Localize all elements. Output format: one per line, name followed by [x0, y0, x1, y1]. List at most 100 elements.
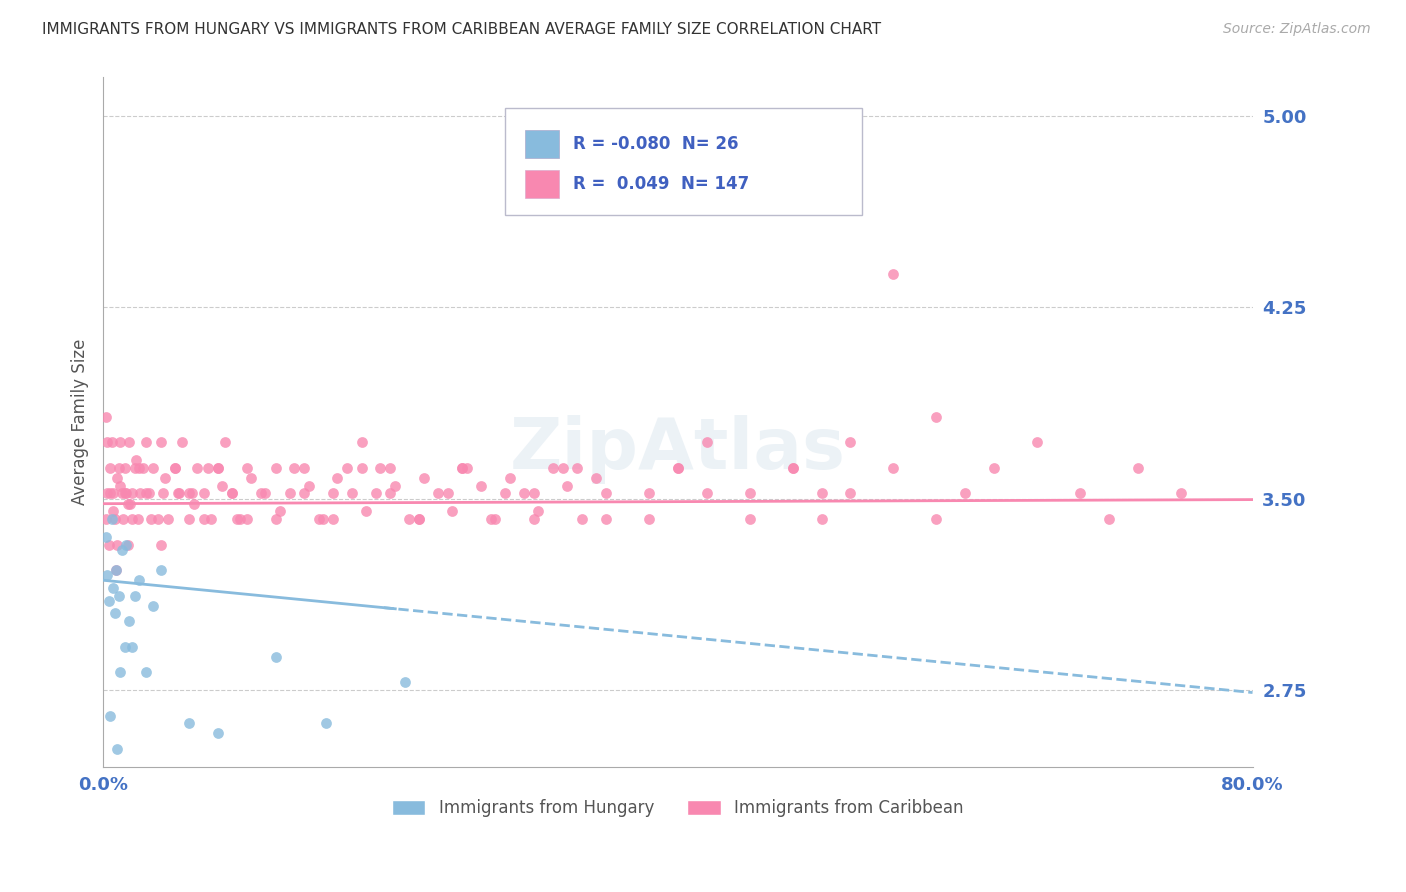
- Point: [696, 486, 718, 500]
- Point: [127, 512, 149, 526]
- Point: [250, 486, 273, 500]
- Point: [312, 512, 335, 526]
- Text: ZipAtlas: ZipAtlas: [510, 415, 846, 484]
- Point: [638, 512, 661, 526]
- Point: [350, 461, 373, 475]
- Point: [380, 461, 402, 475]
- Point: [839, 486, 862, 500]
- Point: [139, 512, 162, 526]
- Point: [221, 486, 243, 500]
- Point: [221, 486, 243, 500]
- Point: [236, 512, 259, 526]
- Point: [437, 486, 460, 500]
- Point: [326, 471, 349, 485]
- Point: [103, 486, 125, 500]
- Point: [254, 486, 277, 500]
- Point: [193, 486, 215, 500]
- Point: [354, 504, 377, 518]
- Point: [398, 512, 420, 526]
- Point: [110, 435, 132, 450]
- Point: [555, 479, 578, 493]
- Point: [135, 486, 157, 500]
- Point: [129, 486, 152, 500]
- Point: [479, 512, 502, 526]
- Point: [163, 461, 186, 475]
- Point: [96, 435, 118, 450]
- Point: [200, 512, 222, 526]
- Point: [112, 512, 135, 526]
- Point: [541, 461, 564, 475]
- Point: [225, 512, 247, 526]
- Point: [100, 512, 122, 526]
- Point: [107, 471, 129, 485]
- Point: [142, 599, 165, 613]
- Point: [117, 497, 139, 511]
- Point: [638, 486, 661, 500]
- Point: [315, 716, 337, 731]
- Point: [94, 512, 117, 526]
- Point: [451, 461, 474, 475]
- Point: [115, 486, 138, 500]
- Point: [782, 461, 804, 475]
- Point: [207, 726, 229, 740]
- Point: [322, 512, 344, 526]
- Point: [117, 537, 139, 551]
- Point: [925, 512, 948, 526]
- Text: R =  0.049  N= 147: R = 0.049 N= 147: [574, 175, 749, 193]
- Point: [166, 486, 188, 500]
- Point: [183, 497, 205, 511]
- Point: [384, 479, 406, 493]
- FancyBboxPatch shape: [505, 109, 862, 215]
- Point: [269, 504, 291, 518]
- Point: [264, 512, 287, 526]
- Point: [118, 614, 141, 628]
- Point: [451, 461, 474, 475]
- Point: [115, 537, 138, 551]
- Point: [283, 461, 305, 475]
- Point: [94, 409, 117, 424]
- Point: [207, 461, 229, 475]
- Point: [110, 479, 132, 493]
- Point: [370, 461, 392, 475]
- Point: [107, 537, 129, 551]
- Point: [128, 461, 150, 475]
- Point: [114, 640, 136, 654]
- Point: [179, 512, 201, 526]
- Point: [666, 461, 689, 475]
- Point: [103, 504, 125, 518]
- Point: [105, 563, 128, 577]
- Point: [132, 461, 155, 475]
- Point: [149, 537, 172, 551]
- Point: [193, 512, 215, 526]
- Point: [156, 512, 179, 526]
- Point: [121, 486, 143, 500]
- Point: [98, 486, 121, 500]
- Point: [595, 512, 617, 526]
- Point: [408, 512, 430, 526]
- Point: [110, 665, 132, 680]
- Point: [135, 435, 157, 450]
- Point: [983, 461, 1005, 475]
- Point: [595, 486, 617, 500]
- Point: [1098, 512, 1121, 526]
- Point: [1069, 486, 1091, 500]
- Point: [97, 593, 120, 607]
- Text: Source: ZipAtlas.com: Source: ZipAtlas.com: [1223, 22, 1371, 37]
- Point: [551, 461, 574, 475]
- Point: [186, 461, 208, 475]
- Point: [103, 581, 125, 595]
- Point: [128, 573, 150, 587]
- Point: [292, 486, 315, 500]
- Point: [211, 479, 233, 493]
- Text: R = -0.080  N= 26: R = -0.080 N= 26: [574, 135, 738, 153]
- Point: [738, 512, 761, 526]
- Point: [426, 486, 449, 500]
- Point: [470, 479, 492, 493]
- Point: [114, 486, 136, 500]
- Point: [1026, 435, 1049, 450]
- Point: [197, 461, 219, 475]
- Point: [666, 461, 689, 475]
- Point: [882, 461, 904, 475]
- Point: [135, 665, 157, 680]
- Point: [408, 512, 430, 526]
